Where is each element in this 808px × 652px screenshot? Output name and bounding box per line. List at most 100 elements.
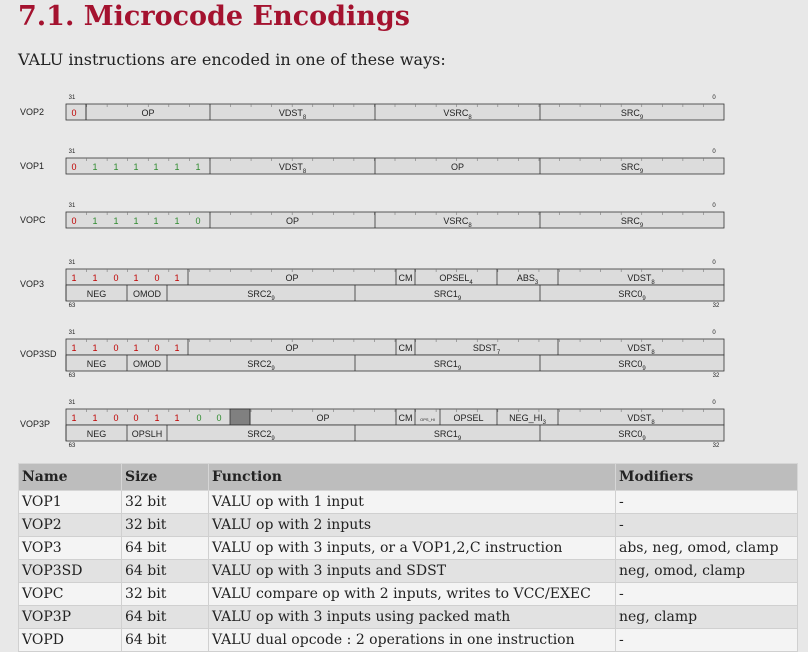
field-omod: OMOD bbox=[133, 359, 161, 369]
bit-31-label: 31 bbox=[69, 400, 76, 406]
fixed-bit: 1 bbox=[71, 343, 76, 353]
field-cm: CM bbox=[399, 273, 413, 283]
encoding-name-vop3sd: VOP3SD bbox=[20, 349, 57, 359]
cell-name: VOP3P bbox=[18, 605, 122, 629]
fixed-bit: 1 bbox=[133, 343, 138, 353]
table-row: VOP3 64 bit VALU op with 3 inputs, or a … bbox=[18, 536, 798, 560]
fixed-bit: 1 bbox=[113, 216, 118, 226]
bit-0-label: 0 bbox=[712, 330, 716, 336]
cell-modifiers: - bbox=[615, 628, 798, 652]
field-src: SRC9 bbox=[621, 108, 644, 121]
fixed-bit: 1 bbox=[174, 343, 179, 353]
encoding-name-vopc: VOPC bbox=[20, 215, 46, 225]
field-vsrc: VSRC8 bbox=[443, 216, 472, 229]
cell-name: VOP2 bbox=[18, 513, 122, 537]
fixed-bit: 0 bbox=[154, 273, 159, 283]
field-op: OP bbox=[285, 273, 298, 283]
cell-name: VOP3SD bbox=[18, 559, 122, 583]
field-op: OP bbox=[316, 413, 329, 423]
bit-31-label: 31 bbox=[69, 149, 76, 155]
field-sdst: SDST7 bbox=[473, 343, 501, 356]
table-row: VOP2 32 bit VALU op with 2 inputs - bbox=[18, 513, 798, 537]
intro-text: VALU instructions are encoded in one of … bbox=[18, 50, 446, 69]
fixed-bit: 1 bbox=[133, 162, 138, 172]
cell-modifiers: - bbox=[615, 490, 798, 514]
field-neg-hi: NEG_HI3 bbox=[509, 413, 547, 426]
field-vsrc: VSRC8 bbox=[443, 108, 472, 121]
cell-size: 64 bit bbox=[121, 605, 209, 629]
cell-modifiers: abs, neg, omod, clamp bbox=[615, 536, 798, 560]
encoding-name-vop2: VOP2 bbox=[20, 107, 44, 117]
field-src2: SRC29 bbox=[247, 359, 275, 372]
table-row: VOP3SD 64 bit VALU op with 3 inputs and … bbox=[18, 559, 798, 583]
fixed-bit: 0 bbox=[195, 216, 200, 226]
field-op: OP bbox=[141, 108, 154, 118]
fixed-bit: 0 bbox=[196, 413, 201, 423]
fixed-bit: 0 bbox=[71, 216, 76, 226]
field-vdst: VDST8 bbox=[279, 108, 307, 121]
field-vdst: VDST8 bbox=[627, 273, 655, 286]
field-src0: SRC09 bbox=[618, 289, 646, 302]
field-op: OP bbox=[286, 216, 299, 226]
cell-function: VALU dual opcode : 2 operations in one i… bbox=[208, 628, 616, 652]
encoding-name-vop1: VOP1 bbox=[20, 161, 44, 171]
bit-31-label: 31 bbox=[69, 203, 76, 209]
encoding-name-vop3: VOP3 bbox=[20, 279, 44, 289]
field-cm: CM bbox=[399, 413, 413, 423]
fixed-bit: 1 bbox=[92, 413, 97, 423]
col-header-name: Name bbox=[18, 463, 122, 491]
bit-63-label: 63 bbox=[69, 373, 76, 379]
field-src: SRC9 bbox=[621, 216, 644, 229]
cell-size: 32 bit bbox=[121, 582, 209, 606]
cell-function: VALU compare op with 2 inputs, writes to… bbox=[208, 582, 616, 606]
page-title: 7.1. Microcode Encodings bbox=[18, 1, 411, 32]
field-omod: OMOD bbox=[133, 289, 161, 299]
field-neg: NEG bbox=[87, 289, 107, 299]
field-src0: SRC09 bbox=[618, 359, 646, 372]
fixed-bit: 0 bbox=[216, 413, 221, 423]
fixed-bit: 0 bbox=[113, 343, 118, 353]
table-row: VOP3P 64 bit VALU op with 3 inputs using… bbox=[18, 605, 798, 629]
field-opsel: OPSEL bbox=[453, 413, 483, 423]
fixed-bit: 1 bbox=[153, 162, 158, 172]
bit-31-label: 31 bbox=[69, 330, 76, 336]
bit-0-label: 0 bbox=[712, 149, 716, 155]
bit-32-label: 32 bbox=[713, 303, 720, 309]
cell-size: 64 bit bbox=[121, 559, 209, 583]
bit-0-label: 0 bbox=[712, 203, 716, 209]
bit-0-label: 0 bbox=[712, 260, 716, 266]
fixed-bit: 1 bbox=[154, 413, 159, 423]
field-src2: SRC29 bbox=[247, 289, 275, 302]
cell-function: VALU op with 3 inputs using packed math bbox=[208, 605, 616, 629]
fixed-bit: 1 bbox=[92, 162, 97, 172]
fixed-bit: 0 bbox=[71, 108, 76, 118]
cell-size: 32 bit bbox=[121, 513, 209, 537]
fixed-bit: 1 bbox=[133, 216, 138, 226]
cell-function: VALU op with 1 input bbox=[208, 490, 616, 514]
field-src: SRC9 bbox=[621, 162, 644, 175]
field-neg: NEG bbox=[87, 359, 107, 369]
table-header-row: Name Size Function Modifiers bbox=[18, 463, 798, 491]
cell-name: VOP1 bbox=[18, 490, 122, 514]
fixed-bit: 1 bbox=[153, 216, 158, 226]
fixed-bit: 1 bbox=[71, 273, 76, 283]
field-op: OP bbox=[285, 343, 298, 353]
fixed-bit: 1 bbox=[174, 162, 179, 172]
table-row: VOPD 64 bit VALU dual opcode : 2 operati… bbox=[18, 628, 798, 652]
fixed-bit: 1 bbox=[174, 216, 179, 226]
field-opslh: OPSLH bbox=[132, 429, 163, 439]
cell-modifiers: - bbox=[615, 582, 798, 606]
field-vdst: VDST8 bbox=[627, 343, 655, 356]
fixed-bit: 1 bbox=[92, 216, 97, 226]
cell-size: 64 bit bbox=[121, 536, 209, 560]
fixed-bit: 0 bbox=[113, 413, 118, 423]
bit-63-label: 63 bbox=[69, 303, 76, 309]
cell-modifiers: - bbox=[615, 513, 798, 537]
encoding-diagram: VOP2 31 0 0 OP VDST8 VSRC8 SRC9 VOP1 31 0 0 1 1 1 1 1 1 VD… bbox=[20, 95, 725, 449]
cell-modifiers: neg, clamp bbox=[615, 605, 798, 629]
fixed-bit: 1 bbox=[71, 413, 76, 423]
col-header-size: Size bbox=[121, 463, 209, 491]
cell-name: VOP3 bbox=[18, 536, 122, 560]
bit-0-label: 0 bbox=[712, 95, 716, 101]
field-neg: NEG bbox=[87, 429, 107, 439]
